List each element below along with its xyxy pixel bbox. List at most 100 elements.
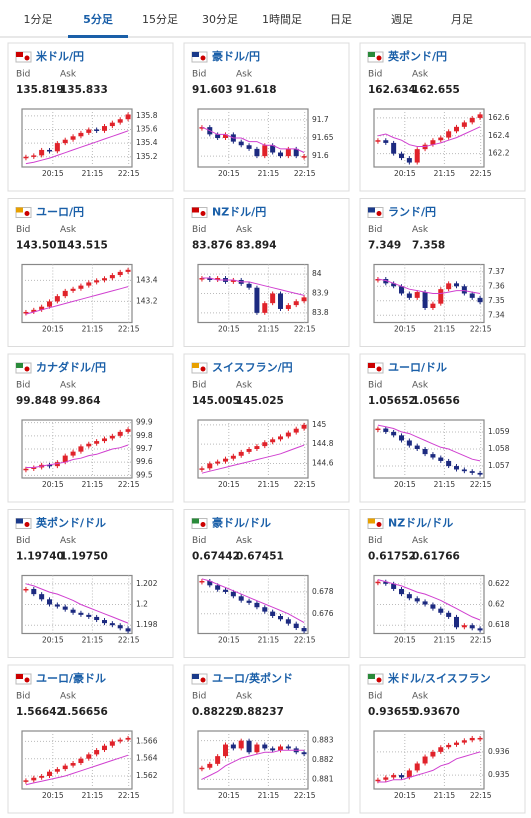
candle — [270, 293, 276, 304]
pair-name[interactable]: 英ポンド/ドル — [35, 516, 106, 530]
candle — [102, 126, 107, 131]
candle — [422, 756, 428, 764]
pair-name[interactable]: 豪ドル/ドル — [212, 516, 271, 530]
candle — [293, 623, 299, 629]
flag — [376, 677, 382, 683]
plot-frame — [197, 419, 309, 479]
candle — [23, 311, 29, 314]
tab[interactable]: 15分足 — [142, 13, 178, 26]
pair-name[interactable]: ユーロ/ドル — [388, 361, 447, 374]
candle — [125, 114, 131, 120]
candle — [254, 148, 260, 157]
pair-name[interactable]: 英ポンド/円 — [387, 49, 447, 63]
candle — [383, 428, 389, 432]
candle — [102, 620, 107, 624]
candle — [461, 286, 467, 294]
pair-name[interactable]: ユーロ/英ポンド — [212, 671, 293, 685]
tab[interactable]: 1分足 — [24, 13, 53, 26]
candle — [246, 449, 252, 452]
bid-value: 1.56642 — [16, 706, 64, 718]
y-tick-label: 144.8 — [312, 439, 334, 448]
candle — [207, 763, 213, 768]
candle — [461, 625, 467, 628]
x-tick-label: 21:15 — [434, 325, 456, 334]
moving-average — [377, 278, 481, 294]
candle — [230, 591, 236, 597]
tab[interactable]: 週足 — [391, 13, 413, 26]
ask-label: Ask — [236, 692, 253, 702]
candle — [86, 443, 92, 447]
x-tick-label: 20:15 — [42, 325, 64, 334]
candle — [230, 455, 236, 459]
candle — [109, 623, 115, 626]
moving-average — [201, 277, 305, 296]
candle — [461, 469, 467, 472]
flag — [192, 674, 199, 679]
pair-name[interactable]: 米ドル/円 — [35, 49, 84, 63]
tab[interactable]: 30分足 — [202, 13, 238, 26]
bid-value: 162.634 — [368, 84, 416, 96]
pair-name[interactable]: ユーロ/円 — [36, 206, 84, 219]
y-tick-label: 99.6 — [136, 457, 153, 466]
candle — [446, 612, 452, 617]
pair-name[interactable]: ユーロ/豪ドル — [36, 671, 106, 685]
candle — [262, 303, 268, 313]
moving-average — [25, 583, 129, 624]
flag — [192, 207, 199, 213]
y-tick-label: 1.058 — [488, 444, 510, 453]
x-tick-label: 22:15 — [118, 480, 140, 489]
y-tick-label: 91.65 — [312, 133, 334, 142]
candle — [78, 446, 84, 452]
candle — [285, 746, 291, 749]
candle — [207, 580, 213, 586]
flag — [24, 55, 30, 61]
pair-name[interactable]: 豪ドル/円 — [212, 49, 260, 63]
pair-name[interactable]: カナダドル/円 — [36, 360, 106, 374]
moving-average — [25, 444, 129, 468]
flag — [200, 522, 206, 527]
tab[interactable]: 1時間足 — [262, 13, 302, 26]
pair-name[interactable]: NZドル/ドル — [388, 517, 453, 530]
x-tick-label: 20:15 — [394, 636, 416, 645]
tab[interactable]: 5分足 — [83, 12, 114, 26]
flag — [376, 522, 382, 527]
candle — [117, 739, 123, 742]
flag — [192, 363, 199, 368]
pair-name[interactable]: ランド/円 — [388, 206, 436, 219]
ask-value: 83.894 — [236, 240, 277, 252]
tab[interactable]: 日足 — [330, 13, 352, 26]
candle — [238, 451, 244, 456]
candle — [117, 271, 123, 276]
ask-label: Ask — [60, 70, 77, 80]
candle — [285, 432, 291, 437]
candle — [39, 306, 45, 310]
candle — [430, 604, 436, 609]
candle — [62, 455, 68, 463]
flag — [24, 211, 30, 216]
candle — [375, 279, 381, 281]
flag — [368, 207, 375, 213]
candle — [102, 278, 107, 281]
tab[interactable]: 月足 — [451, 13, 473, 26]
x-tick-label: 22:15 — [118, 791, 140, 800]
flag — [368, 674, 375, 679]
candle — [238, 596, 244, 601]
pair-name[interactable]: 米ドル/スイスフラン — [387, 671, 491, 685]
y-tick-label: 7.34 — [488, 310, 505, 319]
bid-value: 99.848 — [16, 395, 57, 407]
ask-value: 0.67451 — [236, 551, 284, 563]
x-tick-label: 20:15 — [42, 480, 64, 489]
flag — [24, 522, 30, 527]
candle — [278, 746, 283, 751]
candle — [31, 155, 37, 157]
pair-name[interactable]: スイスフラン/円 — [212, 361, 293, 374]
bid-value: 83.876 — [192, 240, 233, 252]
pair-name[interactable]: NZドル/円 — [212, 206, 266, 219]
candle — [262, 607, 268, 612]
y-tick-label: 1.198 — [136, 620, 158, 629]
y-tick-label: 135.4 — [136, 138, 158, 147]
candle — [454, 126, 459, 132]
flag — [200, 677, 206, 683]
candle — [406, 440, 412, 446]
